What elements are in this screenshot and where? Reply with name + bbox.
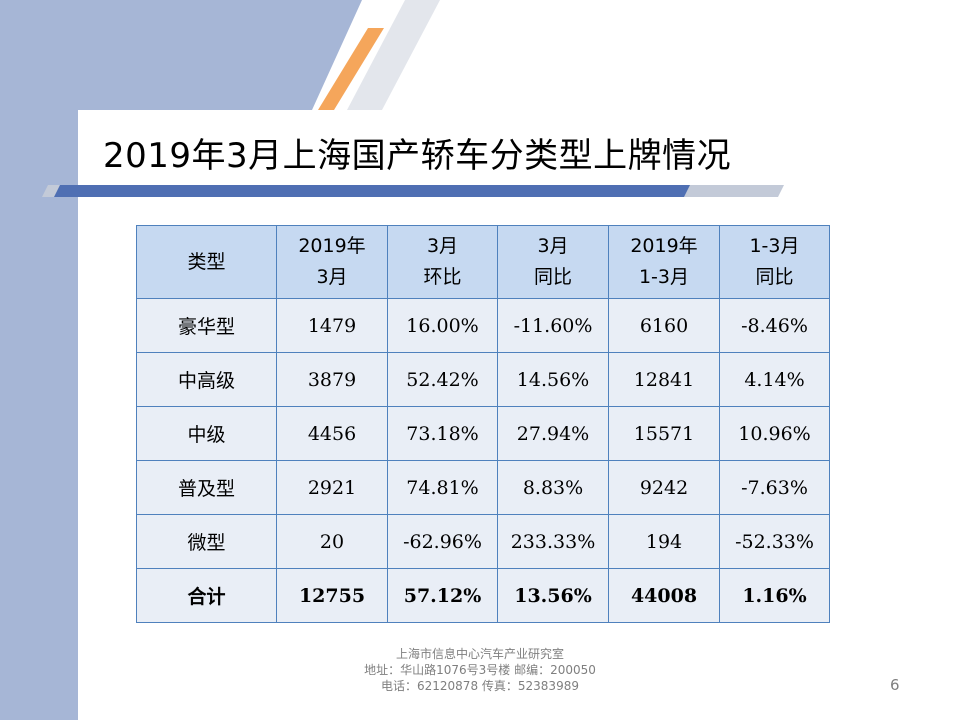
cell-q1-yoy: 10.96% [719, 406, 830, 461]
title-underline-blue [54, 185, 690, 197]
table-row: 普及型 2921 74.81% 8.83% 9242 -7.63% [136, 460, 830, 515]
header-march-mom: 3月环比 [387, 225, 498, 299]
table-total-row: 合计 12755 57.12% 13.56% 44008 1.16% [136, 568, 830, 623]
cell-q1-count: 194 [608, 514, 720, 569]
registration-table: 类型 2019年 3月 3月 环比 3月 同比 2019年 1-3月 1-3月 同比 豪华… [136, 225, 830, 623]
left-side-panel [0, 0, 78, 720]
cell-q1-yoy: -52.33% [719, 514, 830, 569]
cell-q1-count: 12841 [608, 352, 720, 407]
header-line2: 1-3月 [638, 266, 690, 288]
header-line1: 2019年 [630, 235, 698, 257]
cell-march-count: 20 [276, 514, 388, 569]
cell-march-mom: 52.42% [387, 352, 498, 407]
cell-march-yoy: 27.94% [497, 406, 609, 461]
header-line1: 2019年 [298, 235, 366, 257]
table-row: 中级 4456 73.18% 27.94% 15571 10.96% [136, 406, 830, 461]
table-row: 中高级 3879 52.42% 14.56% 12841 4.14% [136, 352, 830, 407]
row-category: 中高级 [136, 352, 277, 407]
header-line1: 3月 [426, 235, 459, 257]
row-category: 微型 [136, 514, 277, 569]
top-blue-band [0, 0, 362, 110]
cell-q1-count: 9242 [608, 460, 720, 515]
footer-contact: 上海市信息中心汽车产业研究室 地址：华山路1076号3号楼 邮编：200050 … [300, 646, 660, 694]
cell-march-mom: -62.96% [387, 514, 498, 569]
table-header-row: 类型 2019年 3月 3月 环比 3月 同比 2019年 1-3月 1-3月 同比 [136, 225, 830, 299]
footer-address: 地址：华山路1076号3号楼 邮编：200050 [364, 663, 596, 677]
cell-march-count: 3879 [276, 352, 388, 407]
header-line2: 环比 [423, 266, 462, 288]
header-2019-q1: 2019年 1-3月 [608, 225, 720, 299]
cell-march-mom: 73.18% [387, 406, 498, 461]
header-march-yoy: 3月同比 [497, 225, 609, 299]
cell-march-count: 4456 [276, 406, 388, 461]
cell-march-mom: 57.12% [387, 568, 498, 623]
header-q1-yoy: 1-3月同比 [719, 225, 830, 299]
title-underline-bars [42, 185, 784, 197]
row-category: 豪华型 [136, 298, 277, 353]
header-line1: 3月 [537, 235, 569, 257]
cell-march-count: 2921 [276, 460, 388, 515]
header-line2: 3月 [316, 266, 348, 288]
footer-phone: 电话：62120878 传真：52383989 [381, 679, 579, 693]
cell-q1-count: 15571 [608, 406, 720, 461]
cell-q1-yoy: 4.14% [719, 352, 830, 407]
cell-march-yoy: 13.56% [497, 568, 609, 623]
row-category: 普及型 [136, 460, 277, 515]
cell-march-yoy: 8.83% [497, 460, 609, 515]
header-2019-march: 2019年 3月 [276, 225, 388, 299]
cell-march-yoy: 233.33% [497, 514, 609, 569]
cell-q1-count: 6160 [608, 298, 720, 353]
row-category: 合计 [136, 568, 277, 623]
slide-title: 2019年3月上海国产轿车分类型上牌情况 [103, 136, 732, 176]
orange-stripe [318, 28, 384, 110]
gray-stripe [347, 0, 440, 110]
cell-march-count: 1479 [276, 298, 388, 353]
footer-org: 上海市信息中心汽车产业研究室 [395, 647, 564, 661]
header-type-text: 类型 [187, 250, 226, 273]
row-category: 中级 [136, 406, 277, 461]
cell-q1-yoy: -7.63% [719, 460, 830, 515]
table-row: 微型 20 -62.96% 233.33% 194 -52.33% [136, 514, 830, 569]
table-row: 豪华型 1479 16.00% -11.60% 6160 -8.46% [136, 298, 830, 353]
page-number: 6 [890, 676, 900, 694]
cell-march-yoy: -11.60% [497, 298, 609, 353]
cell-march-mom: 74.81% [387, 460, 498, 515]
cell-march-mom: 16.00% [387, 298, 498, 353]
cell-march-count: 12755 [276, 568, 388, 623]
cell-q1-count: 44008 [608, 568, 720, 623]
cell-march-yoy: 14.56% [497, 352, 609, 407]
header-line1: 1-3月 [749, 235, 800, 257]
header-line2: 同比 [755, 266, 794, 288]
header-line2: 同比 [533, 266, 572, 288]
cell-q1-yoy: -8.46% [719, 298, 830, 353]
header-type: 类型 [136, 225, 277, 299]
cell-q1-yoy: 1.16% [719, 568, 830, 623]
